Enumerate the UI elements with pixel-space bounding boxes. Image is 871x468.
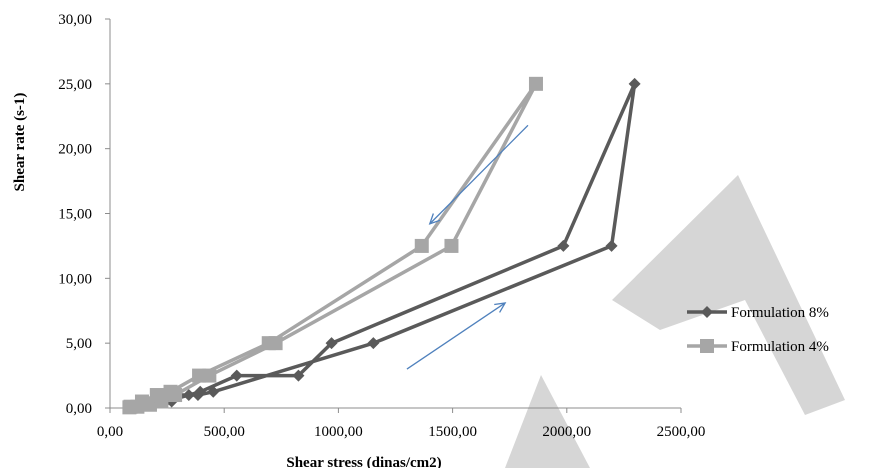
plot-area: 0,00 5,00 10,00 15,00 20,00 25,00 30,00 0,00 50… bbox=[58, 12, 705, 440]
arrow-shaft bbox=[429, 124, 529, 225]
x-tick-label: 0,00 bbox=[97, 424, 123, 440]
data-point bbox=[528, 76, 543, 91]
x-tick-label: 1000,00 bbox=[314, 424, 363, 440]
data-point bbox=[261, 336, 276, 351]
data-point bbox=[194, 385, 207, 398]
y-tick-label: 10,00 bbox=[58, 271, 92, 287]
series-2 bbox=[122, 76, 543, 415]
y-tick-label: 5,00 bbox=[66, 336, 92, 352]
data-point bbox=[207, 385, 220, 398]
legend-marker bbox=[701, 306, 713, 318]
y-tick-label: 30,00 bbox=[58, 12, 92, 28]
data-point bbox=[292, 369, 305, 382]
direction-arrow bbox=[406, 302, 507, 370]
data-point bbox=[605, 239, 618, 252]
y-tick-labels: 0,00 5,00 10,00 15,00 20,00 25,00 30,00 bbox=[58, 12, 110, 417]
data-point bbox=[628, 77, 641, 90]
data-point bbox=[230, 369, 243, 382]
data-point bbox=[367, 337, 380, 350]
y-tick-label: 25,00 bbox=[58, 77, 92, 93]
x-tick-label: 2500,00 bbox=[657, 424, 706, 440]
data-point bbox=[163, 384, 178, 399]
data-point bbox=[557, 239, 570, 252]
legend: Formulation 8% Formulation 4% bbox=[687, 305, 829, 355]
watermark-band bbox=[612, 175, 845, 415]
y-tick-label: 15,00 bbox=[58, 207, 92, 223]
data-point bbox=[182, 389, 195, 402]
legend-marker bbox=[700, 339, 714, 353]
x-tick-label: 1500,00 bbox=[428, 424, 477, 440]
y-tick-label: 20,00 bbox=[58, 142, 92, 158]
legend-item: Formulation 8% bbox=[687, 305, 829, 321]
arrow-head bbox=[494, 302, 507, 313]
watermark bbox=[505, 175, 845, 468]
watermark-band bbox=[505, 375, 590, 468]
legend-item: Formulation 4% bbox=[687, 339, 829, 355]
data-point bbox=[444, 238, 459, 253]
arrow-shaft bbox=[406, 302, 506, 370]
x-tick-label: 500,00 bbox=[204, 424, 245, 440]
x-axis-title: Shear stress (dinas/cm2) bbox=[286, 455, 441, 468]
x-tick-label: 2000,00 bbox=[542, 424, 591, 440]
data-point bbox=[149, 388, 164, 403]
y-tick-label: 0,00 bbox=[66, 401, 92, 417]
legend-label: Formulation 4% bbox=[731, 339, 829, 355]
arrow-head bbox=[428, 213, 441, 225]
data-point bbox=[414, 238, 429, 253]
data-point bbox=[192, 368, 207, 383]
series-1 bbox=[125, 77, 641, 414]
data-point bbox=[123, 399, 138, 414]
series-line bbox=[129, 82, 538, 410]
series-layer bbox=[122, 76, 641, 415]
legend-label: Formulation 8% bbox=[731, 305, 829, 321]
data-point bbox=[134, 394, 149, 409]
x-tick-labels: 0,00 500,00 1000,00 1500,00 2000,00 2500,00 bbox=[97, 408, 706, 440]
direction-arrow bbox=[428, 124, 529, 225]
annotation-layer bbox=[406, 124, 529, 370]
data-point bbox=[325, 337, 338, 350]
y-axis-title: Shear rate (s-1) bbox=[12, 93, 28, 192]
